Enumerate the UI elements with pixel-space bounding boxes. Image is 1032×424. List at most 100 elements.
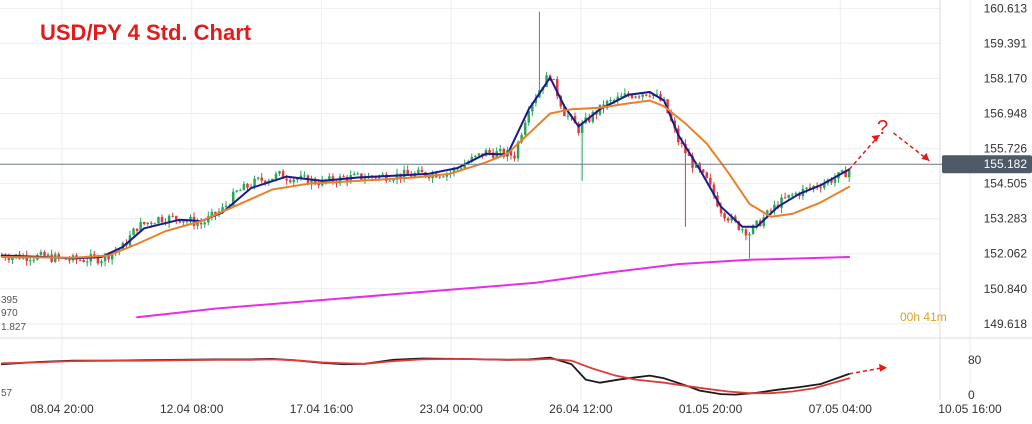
oscillator-tick-label: 80 bbox=[968, 353, 982, 367]
candle-body bbox=[833, 178, 837, 183]
candle-body bbox=[43, 251, 46, 257]
candle-body bbox=[591, 111, 595, 122]
candle-body bbox=[442, 176, 445, 178]
candle-body bbox=[356, 173, 360, 175]
candle-body bbox=[438, 176, 441, 178]
candle-body bbox=[374, 176, 377, 179]
candle-body bbox=[751, 225, 755, 235]
candle-body bbox=[737, 221, 741, 230]
candle-body bbox=[588, 117, 591, 122]
oscillator-projection-arrowhead bbox=[879, 363, 888, 372]
candle-body bbox=[285, 178, 288, 181]
candle-body bbox=[82, 259, 85, 262]
candle-body bbox=[744, 229, 748, 236]
candle-body bbox=[160, 216, 164, 223]
candle-body bbox=[555, 79, 559, 97]
y-tick-label: 152.062 bbox=[984, 247, 1028, 261]
current-price-label: 155.182 bbox=[984, 157, 1028, 171]
y-tick-label: 150.840 bbox=[984, 282, 1028, 296]
candle-body bbox=[769, 210, 773, 212]
candle-body bbox=[748, 234, 751, 236]
candle-body bbox=[559, 96, 563, 107]
projection-down-arrow bbox=[893, 132, 930, 162]
left-value-3: 1.827 bbox=[1, 322, 26, 333]
candle-body bbox=[623, 93, 627, 96]
candle-body bbox=[637, 96, 641, 98]
candle-body bbox=[630, 95, 634, 98]
candle-body bbox=[819, 187, 822, 189]
candle-body bbox=[620, 95, 623, 97]
x-tick-label: 01.05 20:00 bbox=[679, 402, 743, 416]
candle-body bbox=[103, 254, 107, 262]
x-tick-label: 23.04 00:00 bbox=[419, 402, 483, 416]
candle-body bbox=[755, 220, 758, 226]
candle-body bbox=[253, 178, 256, 188]
candle-body bbox=[110, 253, 114, 260]
candle-body bbox=[185, 220, 189, 222]
candle-body bbox=[830, 179, 833, 183]
candle-body bbox=[666, 99, 669, 113]
candle-body bbox=[531, 103, 534, 112]
candle-body bbox=[224, 205, 228, 208]
candle-body bbox=[847, 169, 851, 178]
candle-body bbox=[612, 99, 616, 101]
candle-body bbox=[260, 177, 263, 181]
candle-body bbox=[516, 141, 520, 159]
candle-body bbox=[687, 153, 691, 156]
candle-body bbox=[395, 173, 399, 180]
candle-body bbox=[527, 111, 530, 123]
candle-body bbox=[150, 222, 153, 224]
candle-body bbox=[645, 94, 648, 96]
oscillator-tick-label: 0 bbox=[968, 388, 975, 402]
candle-body bbox=[178, 219, 182, 223]
candle-body bbox=[488, 149, 491, 153]
candle-body bbox=[96, 256, 100, 264]
projection-up-arrowhead bbox=[871, 135, 880, 142]
y-tick-label: 160.613 bbox=[984, 1, 1028, 15]
candle-body bbox=[46, 254, 50, 257]
candle-body bbox=[499, 148, 502, 152]
candle-body bbox=[463, 164, 466, 169]
candle-body bbox=[203, 222, 206, 225]
oscillator-signal-line bbox=[0, 357, 851, 395]
candle-body bbox=[32, 259, 36, 261]
candle-body bbox=[787, 194, 790, 198]
candle-body bbox=[808, 187, 812, 189]
y-tick-label: 154.505 bbox=[984, 177, 1028, 191]
candle-body bbox=[762, 217, 765, 227]
candle-body bbox=[210, 211, 214, 217]
candle-body bbox=[691, 155, 694, 168]
candle-body bbox=[730, 216, 733, 221]
candle-body bbox=[652, 94, 655, 97]
candle-body bbox=[648, 95, 652, 97]
candle-body bbox=[310, 178, 313, 185]
candle-body bbox=[328, 176, 331, 181]
oscillator-left-value: 57 bbox=[1, 388, 13, 399]
y-tick-label: 156.948 bbox=[984, 107, 1028, 121]
candle-body bbox=[146, 222, 150, 225]
candle-body bbox=[705, 172, 709, 178]
candle-body bbox=[100, 261, 103, 264]
candle-body bbox=[221, 207, 224, 212]
candle-body bbox=[235, 190, 239, 192]
candle-body bbox=[317, 183, 320, 186]
candle-body bbox=[292, 179, 295, 183]
candle-body bbox=[719, 206, 723, 214]
candle-body bbox=[420, 169, 424, 173]
left-value-1: 395 bbox=[1, 295, 18, 306]
candle-body bbox=[363, 178, 367, 180]
candle-body bbox=[790, 194, 794, 196]
candle-body bbox=[552, 79, 555, 81]
candle-body bbox=[388, 180, 392, 182]
candle-body bbox=[794, 193, 798, 195]
x-tick-label: 08.04 20:00 bbox=[30, 402, 94, 416]
candle-body bbox=[256, 177, 260, 179]
candle-body bbox=[175, 216, 178, 220]
candle-body bbox=[214, 211, 217, 215]
candle-body bbox=[239, 190, 242, 192]
candle-body bbox=[634, 96, 637, 98]
candle-body bbox=[167, 215, 171, 224]
candle-body bbox=[477, 153, 481, 156]
